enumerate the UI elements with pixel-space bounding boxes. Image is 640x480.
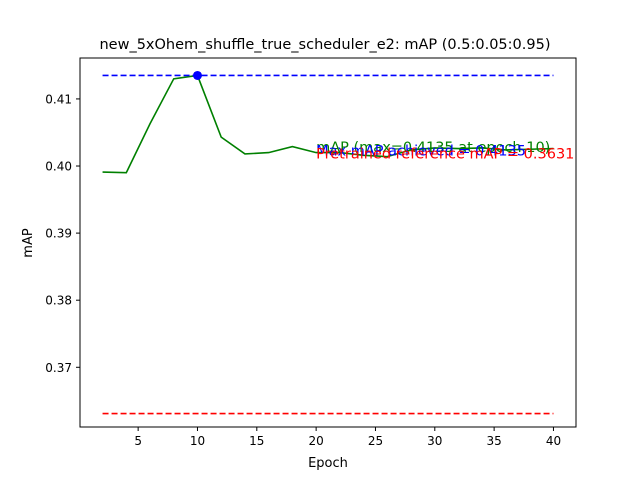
annotation-label: mAP (max=0.4135 at epoch 10) (316, 140, 550, 156)
x-tick-label: 15 (249, 434, 264, 448)
chart-title: new_5xOhem_shuffle_true_scheduler_e2: mA… (99, 37, 550, 53)
annotation-label: Max mAP achieved = 0.4135 (316, 143, 526, 159)
max-marker (192, 70, 202, 80)
y-tick-label: 0.41 (45, 92, 72, 106)
annotations: mAP (max=0.4135 at epoch 10)Max mAP achi… (316, 140, 574, 163)
x-tick-label: 40 (546, 434, 561, 448)
x-tick-label: 20 (308, 434, 323, 448)
axes-frame (79, 57, 577, 428)
x-tick-label: 5 (134, 434, 142, 448)
y-axis: 0.37 0.38 0.39 0.40 0.41 (45, 92, 80, 375)
annotation-label: Pretrained reference mAP = 0.3631 (316, 147, 574, 163)
y-axis-label: mAP (21, 228, 36, 258)
y-tick-label: 0.38 (45, 294, 72, 308)
y-tick-label: 0.39 (45, 227, 72, 241)
y-tick-label: 0.37 (45, 361, 72, 375)
series-line-0 (102, 74, 554, 174)
x-tick-label: 30 (427, 434, 442, 448)
plot-area (102, 70, 554, 415)
y-tick-label: 0.40 (45, 160, 72, 174)
x-tick-label: 35 (486, 434, 501, 448)
x-axis-label: Epoch (308, 456, 348, 471)
x-tick-label: 25 (368, 434, 383, 448)
x-axis: 5 10 15 20 25 30 35 40 (134, 427, 561, 448)
x-tick-label: 10 (190, 434, 205, 448)
